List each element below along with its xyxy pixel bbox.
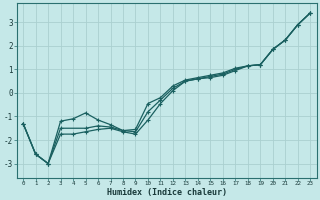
X-axis label: Humidex (Indice chaleur): Humidex (Indice chaleur)	[107, 188, 227, 197]
